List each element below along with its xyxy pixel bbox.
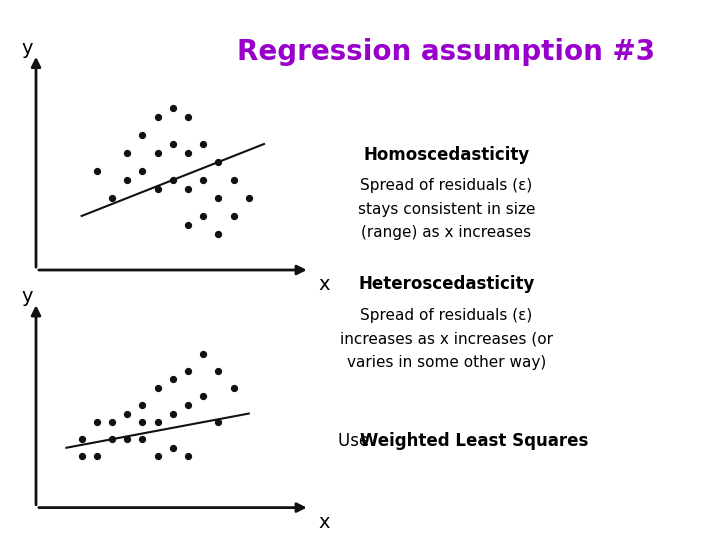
Text: y: y <box>21 38 32 58</box>
Point <box>228 212 239 220</box>
Point <box>107 435 118 443</box>
Point <box>137 167 148 176</box>
Point <box>122 176 133 184</box>
Point <box>212 418 224 427</box>
Point <box>152 418 163 427</box>
Point <box>182 221 194 230</box>
Point <box>107 194 118 202</box>
Point <box>197 140 209 149</box>
Point <box>197 176 209 184</box>
Point <box>167 375 179 383</box>
Text: Use: Use <box>338 432 375 450</box>
Point <box>152 452 163 461</box>
Point <box>182 401 194 409</box>
Point <box>182 113 194 122</box>
Point <box>212 158 224 166</box>
Point <box>212 230 224 238</box>
Point <box>91 452 102 461</box>
Point <box>137 435 148 443</box>
Point <box>152 185 163 193</box>
Point <box>197 212 209 220</box>
Point <box>107 418 118 427</box>
Text: y: y <box>21 287 32 306</box>
Point <box>167 104 179 112</box>
Point <box>122 148 133 157</box>
Point <box>167 176 179 184</box>
Point <box>212 367 224 375</box>
Point <box>167 140 179 149</box>
Point <box>182 452 194 461</box>
Text: Spread of residuals (ε)
increases as x increases (or
varies in some other way): Spread of residuals (ε) increases as x i… <box>340 308 553 369</box>
Point <box>228 176 239 184</box>
Point <box>182 148 194 157</box>
Text: Homoscedasticity: Homoscedasticity <box>364 146 529 164</box>
Point <box>167 409 179 418</box>
Point <box>122 435 133 443</box>
Text: x: x <box>319 513 330 532</box>
Point <box>122 409 133 418</box>
Point <box>137 131 148 139</box>
Point <box>197 349 209 358</box>
Point <box>76 435 87 443</box>
Point <box>152 383 163 392</box>
Point <box>137 401 148 409</box>
Point <box>91 418 102 427</box>
Point <box>167 443 179 452</box>
Text: Spread of residuals (ε)
stays consistent in size
(range) as x increases: Spread of residuals (ε) stays consistent… <box>358 178 535 240</box>
Text: Heteroscedasticity: Heteroscedasticity <box>359 275 534 293</box>
Point <box>228 383 239 392</box>
Point <box>76 452 87 461</box>
Point <box>152 113 163 122</box>
Text: x: x <box>319 275 330 294</box>
Text: Regression assumption #3: Regression assumption #3 <box>238 38 655 66</box>
Point <box>137 418 148 427</box>
Point <box>212 194 224 202</box>
Point <box>197 392 209 401</box>
Point <box>182 367 194 375</box>
Point <box>182 185 194 193</box>
Text: Weighted Least Squares: Weighted Least Squares <box>360 432 588 450</box>
Point <box>243 194 255 202</box>
Point <box>152 148 163 157</box>
Point <box>91 167 102 176</box>
